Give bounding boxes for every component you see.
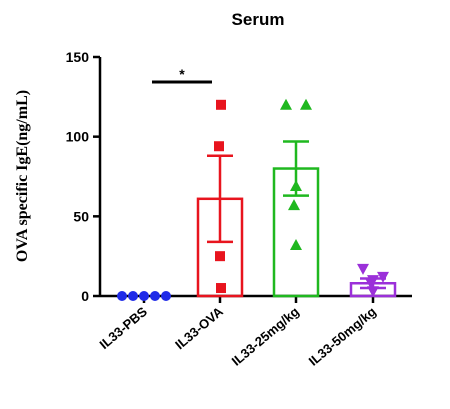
data-point (290, 239, 302, 251)
x-tick-label: IL33-50mg/kg (306, 304, 379, 369)
data-point (280, 98, 292, 110)
data-point (128, 291, 138, 301)
significance-label: * (179, 66, 185, 82)
y-tick-label: 0 (81, 288, 89, 304)
data-point (288, 199, 300, 211)
data-point (377, 271, 389, 283)
data-point (117, 291, 127, 301)
x-tick-label: IL33-OVA (172, 303, 226, 352)
x-tick-label: IL33-PBS (97, 304, 151, 352)
data-point (216, 99, 226, 110)
data-point (216, 283, 226, 294)
data-point (290, 180, 302, 192)
y-tick-label: 100 (66, 129, 90, 145)
chart-title: Serum (232, 10, 285, 29)
y-tick-label: 150 (66, 49, 90, 65)
y-tick-label: 50 (73, 208, 89, 224)
y-axis-label: OVA specific IgE(ng/mL) (14, 90, 31, 262)
data-point (139, 291, 149, 301)
data-point (150, 291, 160, 301)
data-point (214, 141, 224, 152)
data-point (357, 263, 369, 275)
data-point (367, 286, 379, 298)
data-point (215, 251, 225, 262)
data-point (161, 291, 171, 301)
data-point (300, 98, 312, 110)
plot-area: 0 50 100 150 IL33-PBS IL33-OVA IL33-25mg/kg IL3… (66, 49, 412, 369)
data-point (365, 278, 377, 290)
x-tick-label: IL33-25mg/kg (229, 304, 302, 369)
